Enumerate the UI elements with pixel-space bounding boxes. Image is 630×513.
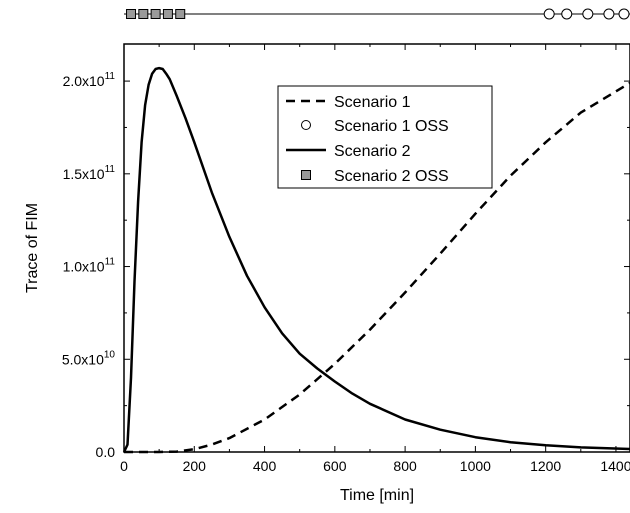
x-tick-label: 600 [323,458,347,474]
y-tick-mantissa: 1.5x10 [63,166,105,182]
legend-swatch-open-circle [301,120,311,130]
series-layer [122,66,630,454]
x-tick-label: 1000 [460,458,491,474]
y-tick-mantissa: 1.0x10 [63,259,105,275]
plot-frame [123,43,630,453]
x-tick-label: 200 [183,458,207,474]
series-line-scenario-1 [124,81,630,454]
scenario-2-oss-marker [126,9,137,19]
scenario-1-oss-marker [582,8,594,20]
scenario-2-oss-marker [138,9,149,19]
scenario-2-oss-marker [175,9,186,19]
legend-item-scenario-1: Scenario 1 [286,94,411,111]
y-tick-exponent: 10 [104,349,116,360]
scenario-1-oss-marker [618,8,630,20]
legend: Scenario 1 Scenario 1 OSS Scenario 2 Sce… [277,85,493,189]
oss-strip [124,8,630,20]
y-tick-mantissa: 0.0 [96,444,116,460]
legend-label: Scenario 1 [334,94,411,111]
scenario-1-oss-marker [603,8,615,20]
scenario-1-oss-marker [543,8,555,20]
y-tick-label: 1.5x1011 [63,164,116,182]
legend-label: Scenario 2 OSS [334,168,449,185]
y-tick-mantissa: 2.0x10 [63,73,105,89]
legend-item-scenario-2-oss: Scenario 2 OSS [301,168,449,185]
series-line-scenario-2 [122,66,630,453]
x-axis: 0 200 400 600 800 1000 1200 1400 [120,44,630,474]
scenario-1-oss-marker [561,8,573,20]
x-tick-label: 1200 [530,458,561,474]
scenario-2-oss-marker [162,9,173,19]
y-tick-mantissa: 5.0x10 [62,351,104,367]
y-tick-exponent: 11 [105,164,116,175]
legend-item-scenario-2: Scenario 2 [286,143,411,160]
y-tick-exponent: 11 [105,71,116,82]
x-tick-label: 400 [253,458,277,474]
legend-item-scenario-1-oss: Scenario 1 OSS [301,118,449,135]
y-tick-exponent: 11 [105,257,116,268]
x-tick-label: 800 [393,458,417,474]
x-axis-title: Time [min] [340,487,414,504]
y-tick-label: 1.0x1011 [63,257,116,275]
legend-swatch-gray-square [301,170,311,180]
scenario-2-oss-marker [150,9,161,19]
y-tick-label: 2.0x1011 [63,71,116,89]
x-tick-label: 1400 [600,458,630,474]
legend-label: Scenario 2 [334,143,411,160]
y-tick-label: 0.0 [96,444,116,460]
legend-label: Scenario 1 OSS [334,118,449,135]
x-tick-label: 0 [120,458,128,474]
y-tick-label: 5.0x1010 [62,349,116,367]
legend-box [277,85,493,189]
y-axis-title: Trace of FIM [24,203,41,293]
oss-markers [126,8,630,20]
